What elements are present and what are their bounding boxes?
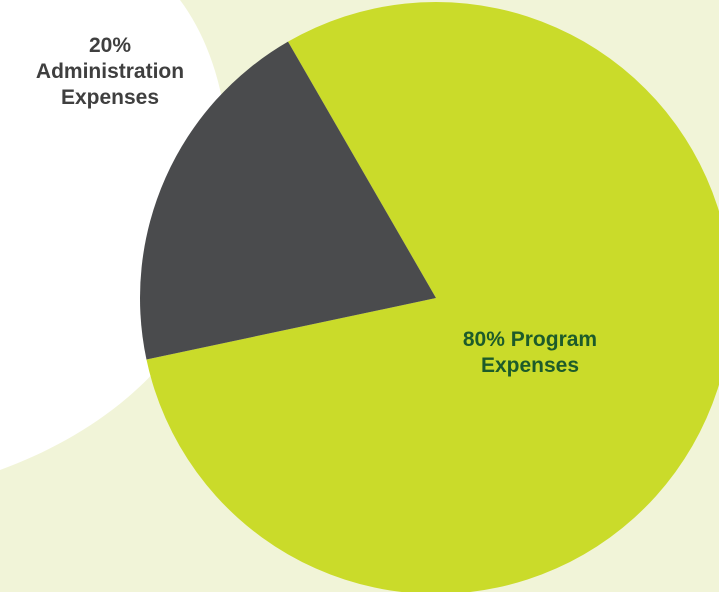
program-label-line1: 80% Program bbox=[462, 328, 598, 351]
program-slice-label: 80% Program Expenses bbox=[425, 327, 635, 379]
pie-slice-program bbox=[146, 2, 719, 592]
admin-label-line2: Administration bbox=[35, 60, 185, 83]
admin-slice-label: 20% Administration Expenses bbox=[15, 33, 205, 111]
admin-label-percent: 20% bbox=[88, 34, 132, 57]
admin-label-line3: Expenses bbox=[60, 86, 160, 109]
program-label-line2: Expenses bbox=[480, 354, 580, 377]
pie-slice-administration bbox=[139, 41, 436, 360]
pie-slices bbox=[139, 2, 719, 592]
